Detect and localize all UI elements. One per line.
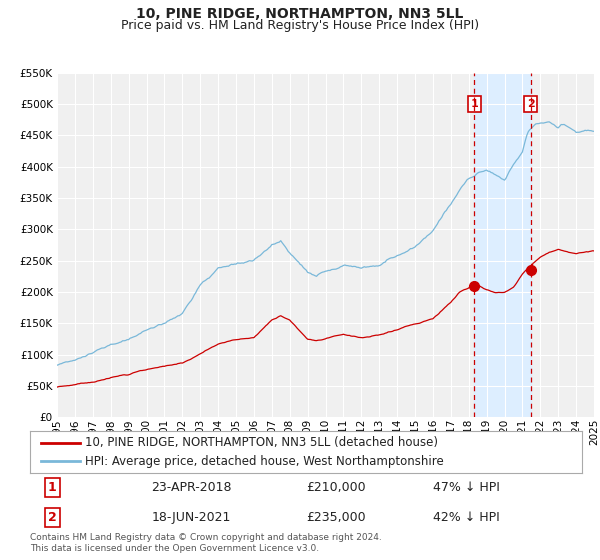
Text: 2: 2	[527, 99, 535, 109]
Text: £210,000: £210,000	[306, 481, 365, 494]
Text: 18-JUN-2021: 18-JUN-2021	[151, 511, 231, 524]
Text: HPI: Average price, detached house, West Northamptonshire: HPI: Average price, detached house, West…	[85, 455, 444, 468]
Text: 42% ↓ HPI: 42% ↓ HPI	[433, 511, 500, 524]
Text: Contains HM Land Registry data © Crown copyright and database right 2024.
This d: Contains HM Land Registry data © Crown c…	[30, 533, 382, 553]
Text: 1: 1	[470, 99, 478, 109]
Text: 23-APR-2018: 23-APR-2018	[151, 481, 232, 494]
Text: 10, PINE RIDGE, NORTHAMPTON, NN3 5LL (detached house): 10, PINE RIDGE, NORTHAMPTON, NN3 5LL (de…	[85, 436, 438, 449]
Bar	[474, 73, 530, 417]
Text: £235,000: £235,000	[306, 511, 365, 524]
Text: 10, PINE RIDGE, NORTHAMPTON, NN3 5LL: 10, PINE RIDGE, NORTHAMPTON, NN3 5LL	[136, 7, 464, 21]
Text: 2: 2	[48, 511, 56, 524]
Text: Price paid vs. HM Land Registry's House Price Index (HPI): Price paid vs. HM Land Registry's House …	[121, 19, 479, 32]
Text: 1: 1	[48, 481, 56, 494]
Text: 47% ↓ HPI: 47% ↓ HPI	[433, 481, 500, 494]
